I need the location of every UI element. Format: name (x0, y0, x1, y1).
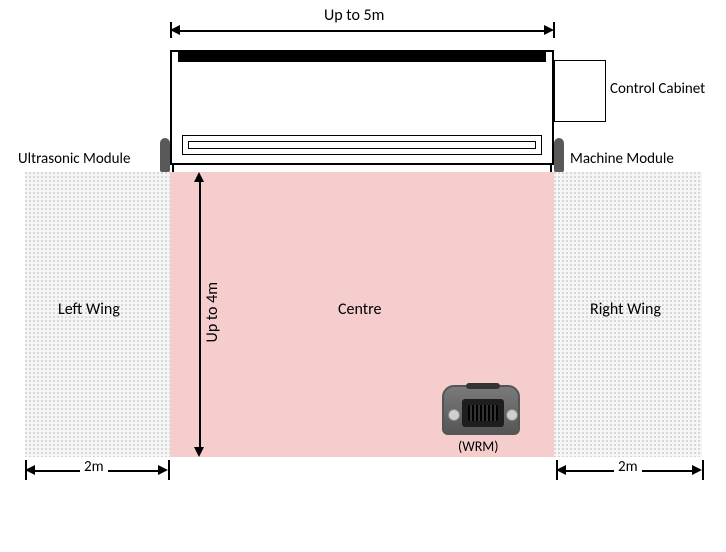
right-2m-end-l (556, 460, 558, 480)
top-dim-line (178, 30, 546, 32)
right-2m-label: 2m (614, 458, 642, 476)
ultrasonic-module-label: Ultrasonic Module (18, 150, 130, 168)
machine-front-slot-inner (188, 141, 536, 149)
right-2m-arrow-l (556, 465, 566, 475)
machine-module-cap (554, 138, 564, 172)
wrm-device (442, 385, 520, 435)
right-2m-arrow-r (692, 465, 702, 475)
control-cabinet-label: Control Cabinet (610, 80, 705, 98)
left-2m-end-l (25, 460, 27, 480)
wrm-btn-left (448, 409, 460, 421)
wrm-grid (468, 405, 498, 421)
left-2m-label: 2m (80, 458, 108, 476)
machine-top-bar (178, 52, 546, 62)
left-2m-end-r (168, 460, 170, 480)
left-2m-arrow-r (158, 465, 168, 475)
height-dim-arrow-top (194, 172, 204, 182)
wrm-label: (WRM) (458, 438, 499, 455)
top-dim-end-right (553, 22, 555, 38)
right-strut (550, 165, 552, 172)
top-dim-label: Up to 5m (320, 6, 388, 25)
height-dim-label: Up to 4m (203, 278, 222, 346)
height-dim-arrow-bottom (194, 447, 204, 457)
left-wing-label: Left Wing (58, 300, 120, 319)
control-cabinet-box (554, 60, 606, 122)
wrm-top-notch (466, 383, 500, 389)
right-wing-label: Right Wing (590, 300, 661, 319)
top-dim-arrow-left (170, 25, 180, 35)
left-2m-arrow-l (25, 465, 35, 475)
left-strut (172, 165, 174, 172)
centre-label: Centre (338, 300, 381, 319)
machine-module-label: Machine Module (570, 150, 674, 168)
right-2m-end-r (702, 460, 704, 480)
height-dim-line (199, 180, 201, 449)
ultrasonic-module-cap (160, 138, 170, 172)
top-dim-end-left (170, 22, 172, 38)
wrm-btn-right (506, 409, 518, 421)
